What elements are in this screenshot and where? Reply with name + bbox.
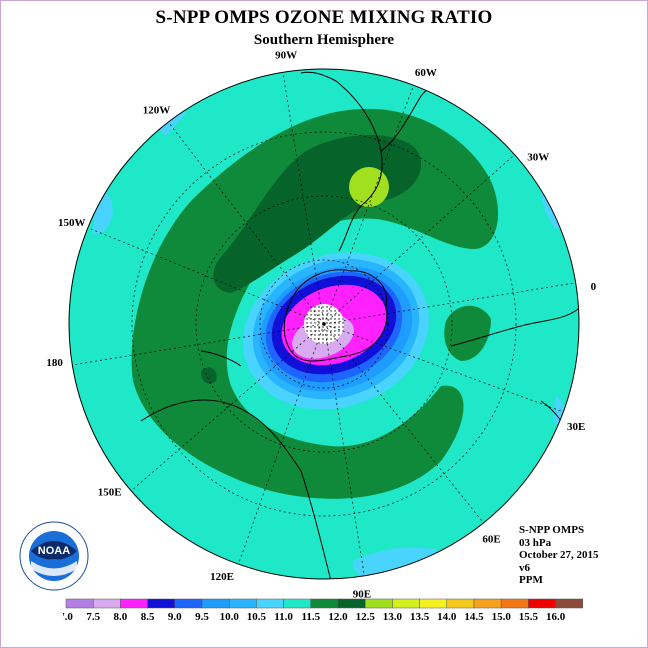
colorbar-tick-label: 10.0 <box>220 611 240 623</box>
colorbar-swatch <box>473 598 502 609</box>
longitude-label: 120W <box>143 105 171 117</box>
colorbar-swatch <box>392 598 420 609</box>
colorbar-tick-label: 7.0 <box>63 611 73 623</box>
colorbar-tick-label: 11.5 <box>301 611 320 623</box>
info-instrument: S-NPP OMPS <box>519 524 585 536</box>
meridian-90e <box>323 323 367 579</box>
graticule <box>69 69 579 579</box>
longitude-label: 60E <box>482 533 500 545</box>
colorbar-tick-label: 10.5 <box>247 611 267 623</box>
info-date: October 27, 2015 <box>519 549 599 561</box>
latitude-circle <box>259 259 389 389</box>
meridian-180 <box>69 323 325 367</box>
colorbar-tick-label: 14.5 <box>464 611 484 623</box>
longitude-label: 150E <box>98 487 122 499</box>
latitude-circle <box>195 195 453 453</box>
ozone-patch-west <box>186 311 216 342</box>
map-subtitle: Southern Hemisphere <box>253 32 395 48</box>
noaa-logo-text: NOAA <box>38 545 70 557</box>
colorbar-swatch <box>228 598 257 609</box>
info-version: v6 <box>519 561 530 574</box>
longitude-label: 120E <box>210 571 234 583</box>
colorbar-swatch <box>419 598 448 609</box>
new-zealand-coast <box>200 350 242 367</box>
meridian-30w <box>323 148 522 325</box>
colorbar-swatch <box>364 598 393 609</box>
colorbar-swatch <box>500 598 529 609</box>
colorbar-swatch <box>337 598 366 609</box>
longitude-label: 90E <box>353 588 371 600</box>
meridian-120w <box>165 118 325 325</box>
colorbar-swatch <box>65 598 94 609</box>
longitude-label: 180 <box>46 357 63 369</box>
antarctica-coast <box>283 269 388 362</box>
longitude-label: 30W <box>527 152 549 164</box>
colorbar-tick-label: 11.0 <box>274 611 293 623</box>
colorbar-tick-label: 12.0 <box>328 611 348 623</box>
edge-patch-s <box>352 547 451 579</box>
longitude-label: 150W <box>58 217 86 229</box>
colorbar-tick-label: 9.5 <box>195 611 209 623</box>
colorbar-tick-label: 7.5 <box>86 611 100 623</box>
colorbar-tick-label: 13.5 <box>410 611 430 623</box>
colorbar-swatch <box>201 598 230 609</box>
ozone-belt-11-5 <box>131 108 499 499</box>
colorbar-swatch <box>174 598 203 609</box>
colorbar-tick-label: 12.5 <box>356 611 376 623</box>
info-block: S-NPP OMPS 03 hPa October 27, 2015 v6 PP… <box>519 524 599 587</box>
meridian-60w <box>323 78 417 325</box>
info-level: 03 hPa <box>519 536 552 549</box>
australia-coast <box>140 399 332 579</box>
colorbar-tick-label: 16.0 <box>546 611 566 623</box>
colorbar-swatch <box>256 598 284 609</box>
map-title: S-NPP OMPS OZONE MIXING RATIO <box>155 7 493 28</box>
colorbar-tick-label: 15.0 <box>492 611 512 623</box>
colorbar-swatch <box>310 598 339 609</box>
meridian-150w <box>90 228 325 325</box>
info-units: PPM <box>519 574 543 586</box>
colorbar-tick-label: 8.0 <box>114 611 128 623</box>
colorbar-swatch <box>446 598 475 609</box>
ozone-max-patch <box>349 167 389 207</box>
colorbar-swatch <box>528 598 556 609</box>
colorbar-tick-label: 14.0 <box>437 611 457 623</box>
map-boundary <box>68 68 580 580</box>
colorbar-tick-label: 8.5 <box>141 611 155 623</box>
colorbar: 7.0 7.5 8.0 8.5 9.0 9.5 10.0 10.5 11.0 11.5 12.0 12… <box>63 598 583 623</box>
ozone-patch-east <box>444 305 491 361</box>
meridian-30e <box>323 323 562 412</box>
colorbar-swatch <box>283 598 312 609</box>
longitude-labels: 90W 60W 30W 0 30E 60E 90E 120E 150E 180 150W 120W <box>46 50 596 601</box>
meridian-120e <box>235 323 325 572</box>
colorbar-swatch <box>92 598 121 609</box>
meridian-0 <box>323 280 579 325</box>
longitude-label: 30E <box>567 421 585 433</box>
africa-coast <box>450 300 579 347</box>
colorbar-swatch <box>120 598 148 609</box>
colorbar-swatch <box>147 598 176 609</box>
longitude-label: 60W <box>415 67 437 79</box>
ozone-patch-west-core <box>201 367 217 384</box>
colorbar-tick-label: 15.5 <box>519 611 539 623</box>
noaa-logo: NOAA <box>19 521 89 591</box>
longitude-label: 90W <box>275 50 297 62</box>
colorbar-tick-label: 9.0 <box>168 611 182 623</box>
meridian-60e <box>323 323 487 527</box>
longitude-label: 0 <box>591 281 597 293</box>
latitude-circle <box>131 131 517 517</box>
colorbar-swatch <box>555 598 583 609</box>
colorbar-tick-label: 13.0 <box>383 611 403 623</box>
